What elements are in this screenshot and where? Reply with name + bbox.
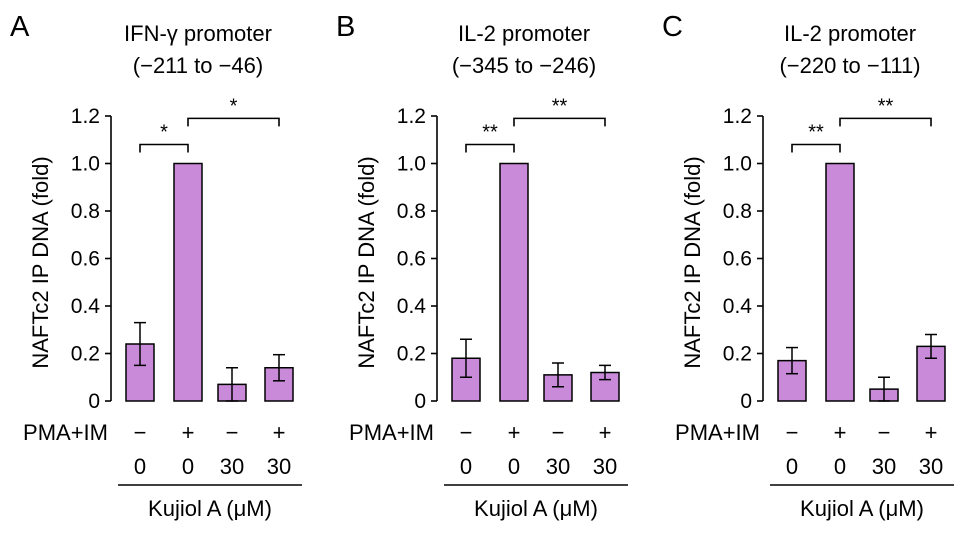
y-tick-label: 1.0: [397, 153, 426, 176]
significance-label: *: [160, 122, 168, 144]
chart-title: IFN-γ promoter: [124, 21, 272, 46]
y-tick-label: 0.8: [397, 200, 426, 223]
y-tick-label: 0: [414, 390, 426, 413]
chart-title: (−345 to −246): [452, 53, 596, 78]
panel-label: A: [10, 11, 30, 43]
y-tick-label: 1.2: [397, 105, 426, 128]
kujiol-dose: 0: [460, 454, 472, 479]
pma-im-row-label: PMA+IM: [675, 420, 760, 445]
y-axis-label: NAFTc2 IP DNA (fold): [680, 156, 705, 368]
kujiol-caption: Kujiol A (μM): [474, 496, 598, 521]
chart-title: (−211 to −46): [133, 53, 263, 78]
chart-panel: A IFN-γ promoter (−211 to −46) NAFTc2 IP DN…: [10, 11, 302, 521]
kujiol-dose: 0: [508, 454, 520, 479]
y-tick-label: 0.2: [71, 343, 100, 366]
y-tick-label: 0.2: [723, 343, 752, 366]
pma-im-row-label: PMA+IM: [23, 420, 108, 445]
bar: [173, 162, 203, 402]
kujiol-dose: 0: [834, 454, 846, 479]
kujiol-caption: Kujiol A (μM): [148, 496, 272, 521]
significance-bracket: [791, 143, 841, 153]
y-tick-label: 1.0: [71, 153, 100, 176]
significance-label: **: [482, 122, 498, 144]
y-tick-label: 0.8: [723, 200, 752, 223]
pma-im-row-label: PMA+IM: [349, 420, 434, 445]
kujiol-dose: 0: [182, 454, 194, 479]
kujiol-dose: 30: [220, 454, 244, 479]
kujiol-dose: 0: [786, 454, 798, 479]
significance-bracket: [139, 143, 189, 153]
pma-im-value: +: [182, 420, 195, 445]
pma-im-value: −: [134, 420, 147, 445]
y-axis-label: NAFTc2 IP DNA (fold): [28, 156, 53, 368]
pma-im-value: +: [925, 420, 938, 445]
kujiol-dose: 30: [546, 454, 570, 479]
y-tick-label: 0: [88, 390, 100, 413]
y-tick-label: 0: [740, 390, 752, 413]
significance-bracket: [465, 143, 515, 153]
pma-im-value: −: [226, 420, 239, 445]
chart-panel: B IL-2 promoter (−345 to −246) NAFTc2 IP DN…: [336, 11, 628, 521]
significance-label: **: [552, 95, 568, 117]
significance-bracket: [839, 117, 932, 127]
y-tick-label: 1.0: [723, 153, 752, 176]
bar: [825, 162, 855, 402]
pma-im-value: −: [460, 420, 473, 445]
kujiol-dose: 30: [267, 454, 291, 479]
panel-label: C: [662, 11, 683, 43]
panel-label: B: [336, 11, 355, 43]
y-tick-label: 0.8: [71, 200, 100, 223]
pma-im-value: −: [786, 420, 799, 445]
significance-bracket: [513, 117, 606, 127]
bar: [499, 162, 529, 402]
y-tick-label: 0.4: [397, 295, 427, 318]
significance-label: **: [878, 95, 894, 117]
significance-label: **: [808, 122, 824, 144]
kujiol-dose: 30: [593, 454, 617, 479]
y-tick-label: 1.2: [723, 105, 752, 128]
pma-im-value: +: [599, 420, 612, 445]
y-tick-label: 0.6: [397, 248, 426, 271]
chart-title: (−220 to −111): [779, 53, 920, 78]
y-tick-label: 0.4: [723, 295, 753, 318]
y-tick-label: 0.2: [397, 343, 426, 366]
pma-im-value: +: [508, 420, 521, 445]
y-tick-label: 0.6: [723, 248, 752, 271]
significance-bracket: [187, 117, 280, 127]
y-tick-label: 0.6: [71, 248, 100, 271]
y-tick-label: 1.2: [71, 105, 100, 128]
significance-label: *: [230, 95, 238, 117]
pma-im-value: +: [834, 420, 847, 445]
kujiol-dose: 0: [134, 454, 146, 479]
kujiol-dose: 30: [919, 454, 943, 479]
chart-title: IL-2 promoter: [784, 21, 916, 46]
y-axis-label: NAFTc2 IP DNA (fold): [354, 156, 379, 368]
pma-im-value: −: [878, 420, 891, 445]
kujiol-caption: Kujiol A (μM): [800, 496, 924, 521]
pma-im-value: +: [273, 420, 286, 445]
chart-title: IL-2 promoter: [458, 21, 590, 46]
kujiol-dose: 30: [872, 454, 896, 479]
pma-im-value: −: [552, 420, 565, 445]
y-tick-label: 0.4: [71, 295, 101, 318]
chart-panel: C IL-2 promoter (−220 to −111) NAFTc2 IP DN…: [662, 11, 954, 521]
